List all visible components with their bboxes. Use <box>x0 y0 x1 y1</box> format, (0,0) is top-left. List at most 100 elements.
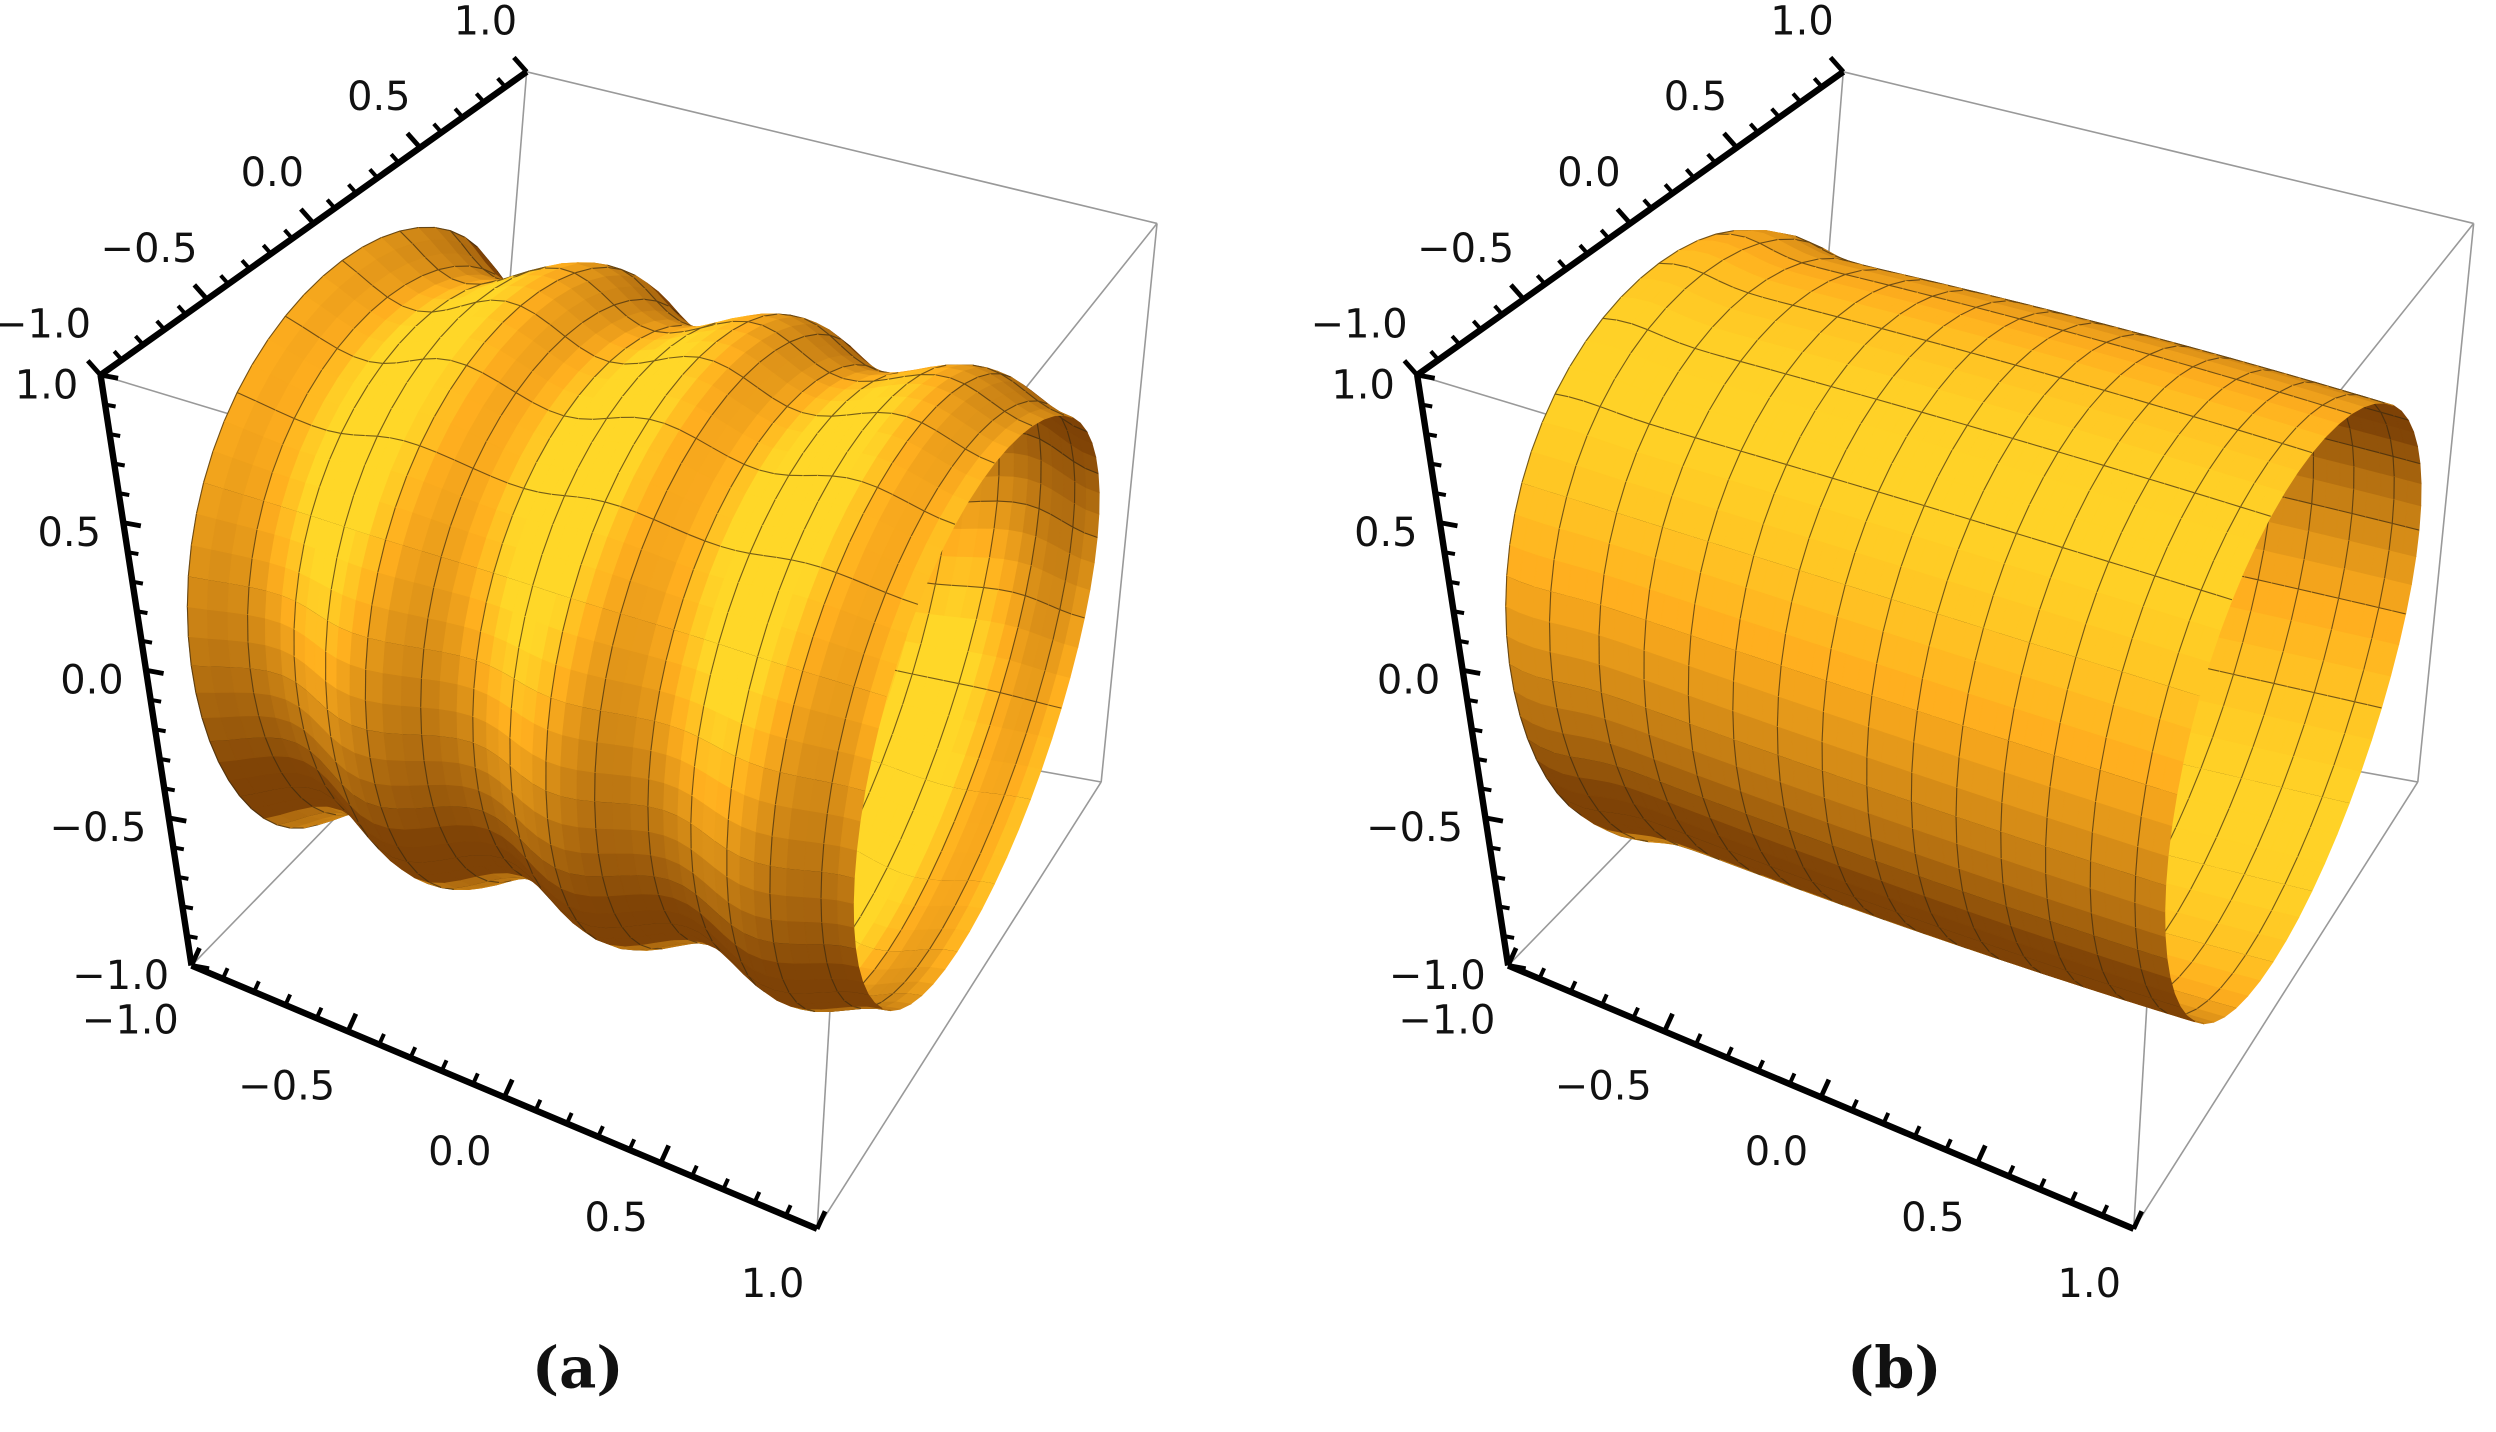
surface-patch <box>837 899 855 928</box>
mesh-line <box>987 689 1001 694</box>
mesh-line <box>505 300 521 307</box>
surface-patch <box>439 680 459 713</box>
mesh-line <box>284 294 305 317</box>
surface-patch <box>336 625 353 665</box>
mesh-line <box>455 856 467 869</box>
surface-patch <box>820 870 839 901</box>
surface-patch <box>456 683 475 717</box>
mesh-line <box>564 322 583 337</box>
tick-mark <box>345 1012 359 1033</box>
surface-patch <box>803 869 823 899</box>
mesh-line <box>336 526 345 558</box>
surface-patch <box>187 544 213 581</box>
x-tick-label: 0.0 <box>428 1129 491 1175</box>
mesh-line <box>247 586 250 615</box>
surface-patch <box>382 702 404 735</box>
mesh-line <box>947 683 960 717</box>
minor-tick <box>109 432 121 438</box>
mesh-line <box>303 728 311 751</box>
tick-mark <box>168 815 187 824</box>
mesh-line <box>487 880 500 884</box>
mesh-line <box>493 277 513 290</box>
mesh-line <box>450 230 465 238</box>
mesh-line <box>431 299 449 313</box>
mesh-line <box>647 778 650 806</box>
y-tick-label: 1.0 <box>454 0 517 44</box>
mesh-line <box>920 613 930 644</box>
mesh-line <box>593 361 610 378</box>
mesh-line <box>1024 698 1037 703</box>
surface-patch <box>207 637 232 668</box>
mesh-line <box>1026 503 1040 510</box>
mesh-line <box>422 337 441 360</box>
mesh-line <box>503 857 513 869</box>
mesh-line <box>364 699 368 730</box>
mesh-line <box>613 304 628 317</box>
mesh-line <box>364 435 378 466</box>
mesh-line <box>531 352 549 372</box>
surface-patch <box>613 828 635 854</box>
mesh-line <box>475 299 491 303</box>
mesh-line <box>925 748 938 781</box>
mesh-line <box>934 555 942 585</box>
mesh-line <box>881 993 894 1003</box>
mesh-line <box>387 827 398 847</box>
mesh-line <box>829 334 842 347</box>
minor-tick <box>474 92 486 104</box>
mesh-line <box>911 643 922 675</box>
surface-patch <box>576 798 597 829</box>
mesh-line <box>529 267 546 272</box>
mesh-line <box>275 409 295 420</box>
surface-patch <box>664 753 682 790</box>
mesh-line <box>327 429 342 435</box>
mesh-line <box>535 313 551 326</box>
mesh-line <box>353 465 366 496</box>
mesh-line <box>1085 467 1099 474</box>
mesh-line <box>353 311 371 330</box>
surface-patch <box>647 805 665 836</box>
mesh-line <box>404 275 422 286</box>
mesh-line <box>715 329 733 343</box>
mesh-line <box>433 389 451 418</box>
surface-patch <box>803 840 825 873</box>
mesh-line <box>446 842 457 858</box>
panel-caption: (a) <box>532 1333 624 1401</box>
mesh-line <box>951 584 968 587</box>
mesh-line <box>1073 425 1087 433</box>
mesh-line <box>567 905 577 921</box>
surface-patch <box>560 765 578 800</box>
mesh-line <box>1035 670 1046 703</box>
mesh-line <box>515 371 533 393</box>
mesh-line <box>186 606 189 637</box>
mesh-line <box>656 300 669 313</box>
surface-patch <box>594 741 616 775</box>
mesh-line <box>640 325 655 332</box>
tick-mark <box>100 372 119 381</box>
mesh-line <box>639 360 655 364</box>
mesh-line <box>380 230 401 239</box>
mesh-line <box>255 400 276 411</box>
mesh-line <box>789 336 805 343</box>
mesh-line <box>428 881 442 889</box>
mesh-line <box>789 341 804 354</box>
mesh-line <box>439 825 448 844</box>
mesh-line <box>476 875 488 882</box>
mesh-line <box>353 355 369 363</box>
surface-patch <box>820 897 839 925</box>
minor-tick <box>141 638 153 645</box>
mesh-line <box>482 268 496 279</box>
z-tick-label: 0.0 <box>60 658 123 704</box>
mesh-line <box>647 805 650 832</box>
mesh-line <box>335 760 343 784</box>
mesh-line <box>420 706 423 735</box>
mesh-line <box>1035 508 1040 537</box>
mesh-line <box>579 346 595 357</box>
mesh-line <box>532 873 542 888</box>
mesh-line <box>419 416 435 446</box>
mesh-line <box>263 472 273 501</box>
surface-patch <box>630 803 650 832</box>
mesh-line <box>626 316 641 327</box>
mesh-line <box>594 355 610 363</box>
mesh-line <box>1038 483 1042 509</box>
mesh-line <box>630 937 641 946</box>
